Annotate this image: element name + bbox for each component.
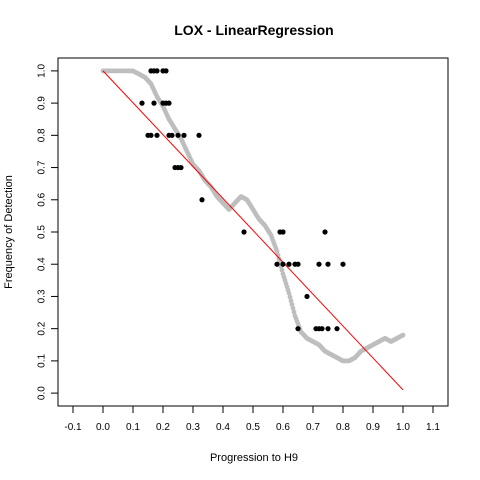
smooth-curve <box>100 68 406 364</box>
data-point <box>325 326 331 332</box>
y-tick-label: 0.4 <box>37 257 48 271</box>
smooth-point <box>276 256 282 262</box>
data-point <box>196 132 202 138</box>
data-point <box>322 229 328 235</box>
data-points <box>139 68 346 332</box>
data-point <box>175 132 181 138</box>
x-tick-label: 0.8 <box>336 422 350 433</box>
x-tick-label: 0.6 <box>276 422 290 433</box>
x-tick-label: 0.1 <box>126 422 140 433</box>
y-tick-label: 0.7 <box>37 160 48 174</box>
x-tick-label: -0.1 <box>64 422 82 433</box>
smooth-point <box>290 305 296 311</box>
data-point <box>316 261 322 267</box>
data-point <box>178 164 184 171</box>
fit-line <box>102 70 404 391</box>
data-point <box>151 100 157 106</box>
data-point <box>154 132 160 138</box>
smooth-point <box>288 298 294 304</box>
y-tick-label: 0.2 <box>37 321 48 335</box>
regression-line <box>102 70 404 391</box>
smooth-point <box>291 309 297 315</box>
y-axis-label: Frequency of Detection <box>3 175 15 289</box>
x-tick-label: 0.0 <box>96 422 110 433</box>
y-tick-label: 0.9 <box>37 96 48 110</box>
x-tick-label: 0.9 <box>366 422 380 433</box>
x-axis-label: Progression to H9 <box>210 452 298 464</box>
smooth-point <box>279 267 285 273</box>
y-tick-label: 0.8 <box>37 128 48 142</box>
plot-frame <box>57 57 449 407</box>
x-tick-label: 0.2 <box>156 422 170 433</box>
y-tick-label: 0.5 <box>37 225 48 239</box>
x-tick-label: 0.5 <box>246 422 260 433</box>
y-tick-label: 0.6 <box>37 192 48 206</box>
x-axis: -0.1 0.0 0.1 0.2 0.3 0.4 0.5 0.6 0.7 0.8 0.9 1.0 1.1 <box>64 405 440 433</box>
data-point <box>304 293 310 300</box>
data-point <box>280 261 286 267</box>
smooth-point <box>289 302 295 307</box>
data-point <box>340 261 346 267</box>
x-tick-label: 0.4 <box>216 422 230 433</box>
data-point <box>148 132 154 138</box>
chart-title: LOX - LinearRegression <box>174 22 333 38</box>
data-point <box>181 132 187 138</box>
data-point <box>169 132 175 138</box>
data-point <box>139 100 145 106</box>
smooth-point <box>400 332 406 338</box>
data-point <box>166 100 172 106</box>
data-point <box>154 68 160 74</box>
data-point <box>274 261 280 267</box>
x-tick-label: 1.1 <box>426 422 440 433</box>
data-point <box>280 229 286 235</box>
y-axis: 0.0 0.1 0.2 0.3 0.4 0.5 0.6 0.7 0.8 0.9 1.0 <box>37 64 59 400</box>
data-point <box>241 229 247 235</box>
data-point <box>334 326 340 332</box>
smooth-point <box>286 290 292 296</box>
x-tick-label: 1.0 <box>396 422 410 433</box>
smooth-point <box>287 294 293 300</box>
data-point <box>295 261 301 267</box>
data-point <box>199 197 205 203</box>
y-tick-label: 0.3 <box>37 289 48 303</box>
data-point <box>163 68 169 74</box>
data-point <box>286 261 292 267</box>
y-tick-label: 0.1 <box>37 354 48 368</box>
y-tick-label: 0.0 <box>37 386 48 400</box>
data-point <box>325 261 331 267</box>
data-point <box>295 326 301 332</box>
data-point <box>319 326 325 332</box>
x-tick-label: 0.3 <box>186 422 200 433</box>
y-tick-label: 1.0 <box>37 64 48 78</box>
x-tick-label: 0.7 <box>306 422 320 433</box>
smooth-point <box>274 248 280 254</box>
